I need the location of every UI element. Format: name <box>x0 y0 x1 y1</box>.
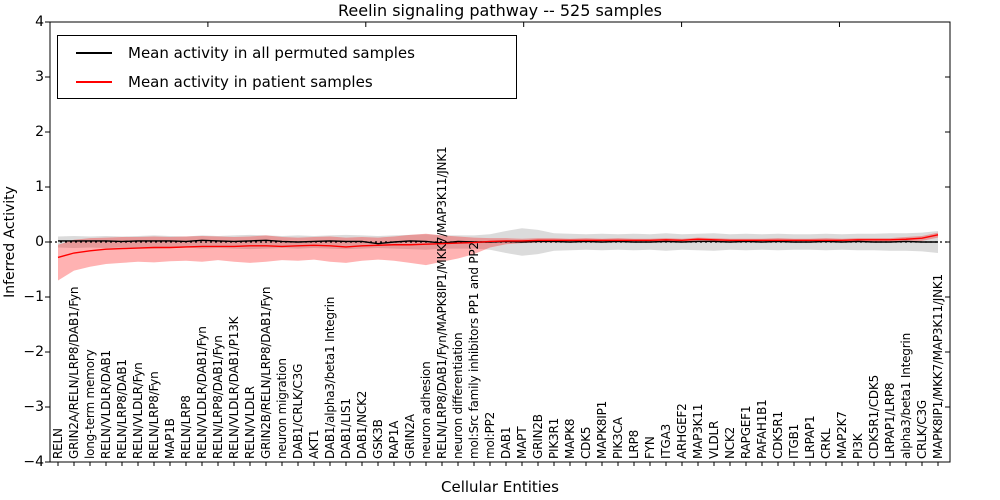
x-tick-label: CDK5R1 <box>771 411 785 459</box>
x-tick-label: NCK2 <box>723 426 737 459</box>
y-tick-label: 1 <box>35 179 44 195</box>
x-tick-label: RELN/VLDLR <box>243 386 257 459</box>
x-tick-label: GRIN2A/RELN/LRP8/DAB1/Fyn <box>67 286 81 459</box>
x-tick-label: MAPK8IP1 <box>595 400 609 459</box>
y-tick-label: −2 <box>23 344 44 360</box>
x-tick-label: RELN/LRP8 <box>179 395 193 459</box>
y-tick-label: 3 <box>35 69 44 85</box>
x-tick-label: MAP1B <box>163 418 177 459</box>
y-tick-label: 0 <box>35 234 44 250</box>
x-tick-label: RAP1A <box>387 420 401 459</box>
patient-line <box>57 234 939 259</box>
x-tick-label: GRIN2A <box>403 414 417 459</box>
x-tick-label: RELN/VLDLR/DAB1/P13K <box>227 316 241 459</box>
x-tick-label: RELN/LRP8/DAB1 <box>115 359 129 459</box>
axis-ticks <box>45 21 950 466</box>
x-tick-label: neuron differentiation <box>451 332 465 459</box>
y-tick-label: −4 <box>23 454 44 470</box>
x-tick-label: ITGA3 <box>659 423 673 459</box>
x-tick-label: DAB1/NCK2 <box>355 390 369 459</box>
x-tick-label: PI3K <box>851 433 865 459</box>
permuted-line-swatch <box>76 51 112 54</box>
x-tick-label: CRLK/C3G <box>915 399 929 459</box>
x-tick-label: MAP2K7 <box>835 411 849 459</box>
x-tick-label: FYN <box>643 436 657 459</box>
legend-label: Mean activity in all permuted samples <box>128 43 415 62</box>
x-tick-label: RELN/VLDLR/Fyn <box>131 362 145 459</box>
plot-contents <box>50 228 950 281</box>
x-tick-label: DAB1/LIS1 <box>339 398 353 459</box>
x-tick-label: VLDLR <box>707 420 721 459</box>
x-tick-label: alpha3/beta1 Integrin <box>899 333 913 459</box>
x-tick-label: PIK3CA <box>611 417 625 459</box>
x-tick-label: MAPK8IP1/MKK7/MAP3K11/JNK1 <box>931 274 945 459</box>
x-tick-label: mol:Src family inhibitors PP1 and PP2 <box>467 242 481 459</box>
patient-line-swatch <box>76 80 112 83</box>
x-tick-label: mol:PP2 <box>483 411 497 459</box>
y-tick-label: −3 <box>23 399 44 415</box>
x-tick-label: RELN/LRP8/Fyn <box>147 371 161 459</box>
x-tick-label: AKT1 <box>307 429 321 459</box>
x-tick-label: LRPAP1/LRP8 <box>883 382 897 459</box>
x-tick-label: RELN/LRP8/DAB1/Fyn/MAPK8IP1/MKK7/MAP3K11… <box>435 146 449 459</box>
x-axis-label: Cellular Entities <box>441 478 559 496</box>
x-tick-label: ARHGEF2 <box>675 403 689 459</box>
x-tick-label: RELN/VLDLR/DAB1 <box>99 350 113 459</box>
x-tick-label: CRKL <box>819 428 833 459</box>
x-tick-label: CDK5 <box>579 426 593 459</box>
x-tick-label: RAPGEF1 <box>739 405 753 459</box>
x-tick-label: DAB1/alpha3/beta1 Integrin <box>323 296 337 459</box>
x-tick-label: RELN/VLDLR/DAB1/Fyn <box>195 326 209 459</box>
x-tick-label: CDK5R1/CDK5 <box>867 374 881 459</box>
x-tick-label: DAB1 <box>499 426 513 459</box>
x-tick-label: RELN <box>51 428 65 459</box>
x-tick-label: GRIN2B <box>531 414 545 459</box>
x-tick-label: neuron migration <box>275 358 289 459</box>
patient-band <box>58 232 938 281</box>
x-tick-label: long-term memory <box>83 349 97 459</box>
x-tick-label: GSK3B <box>371 419 385 459</box>
x-tick-label: LRP8 <box>627 429 641 459</box>
y-tick-label: 2 <box>35 124 44 140</box>
x-tick-label: GRIN2B/RELN/LRP8/DAB1/Fyn <box>259 286 273 459</box>
x-tick-label: ITGB1 <box>787 423 801 459</box>
x-tick-label: neuron adhesion <box>419 361 433 459</box>
x-tick-label: MAPK8 <box>563 418 577 459</box>
legend-entry-patient: Mean activity in patient samples <box>58 67 516 96</box>
x-tick-label: MAP3K11 <box>691 403 705 459</box>
y-tick-label: 4 <box>35 14 44 30</box>
x-tick-label: PIK3R1 <box>547 417 561 459</box>
x-tick-label: PAFAH1B1 <box>755 399 769 459</box>
chart-title: Reelin signaling pathway -- 525 samples <box>338 1 662 20</box>
x-tick-label: LRPAP1 <box>803 415 817 459</box>
legend: Mean activity in all permuted samples Me… <box>57 35 517 99</box>
x-tick-label: MAPT <box>515 426 529 459</box>
x-tick-label: DAB1/CRLK/C3G <box>291 363 305 459</box>
x-tick-label: RELN/LRP8/DAB1/Fyn <box>211 335 225 459</box>
y-tick-label: −1 <box>23 289 44 305</box>
legend-label: Mean activity in patient samples <box>128 72 373 91</box>
legend-entry-permuted: Mean activity in all permuted samples <box>58 38 516 67</box>
